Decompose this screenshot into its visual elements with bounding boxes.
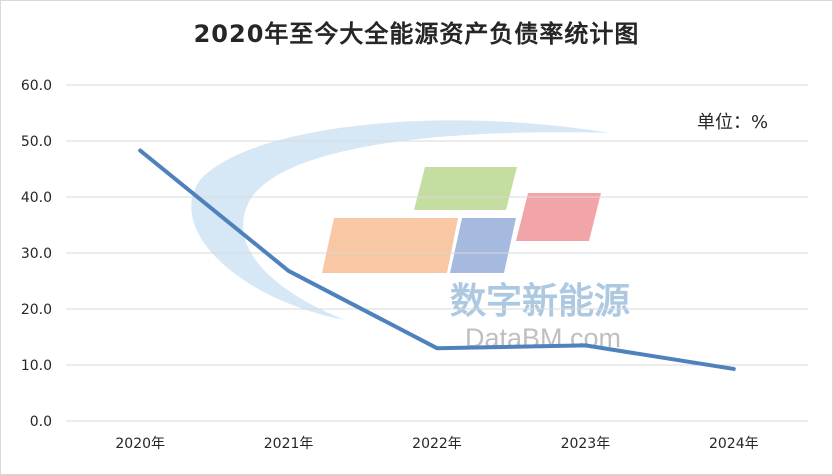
x-tick-label: 2022年 — [412, 436, 462, 452]
y-tick-label: 20.0 — [21, 302, 52, 318]
x-tick-label: 2023年 — [561, 436, 611, 452]
watermark-cn: 数字新能源 — [450, 281, 630, 322]
watermark-logo: 数字新能源 DataBM.com — [191, 120, 630, 353]
y-tick-label: 0.0 — [30, 414, 52, 430]
y-tick-label: 40.0 — [21, 190, 52, 206]
x-tick-label: 2024年 — [709, 436, 759, 452]
y-tick-label: 50.0 — [21, 134, 52, 150]
y-tick-label: 60.0 — [21, 78, 52, 94]
x-tick-label: 2021年 — [264, 436, 314, 452]
y-tick-label: 30.0 — [21, 246, 52, 262]
x-axis-ticks: 2020年 2021年 2022年 2023年 2024年 — [115, 436, 758, 452]
unit-label: 单位：% — [697, 112, 769, 133]
series-layer — [138, 148, 736, 371]
chart-title: 2020年至今大全能源资产负债率统计图 — [193, 20, 640, 48]
x-tick-label: 2020年 — [115, 436, 165, 452]
y-axis-ticks: 0.0 10.0 20.0 30.0 40.0 50.0 60.0 — [21, 78, 52, 430]
gridlines — [66, 84, 808, 422]
y-tick-label: 10.0 — [21, 358, 52, 374]
